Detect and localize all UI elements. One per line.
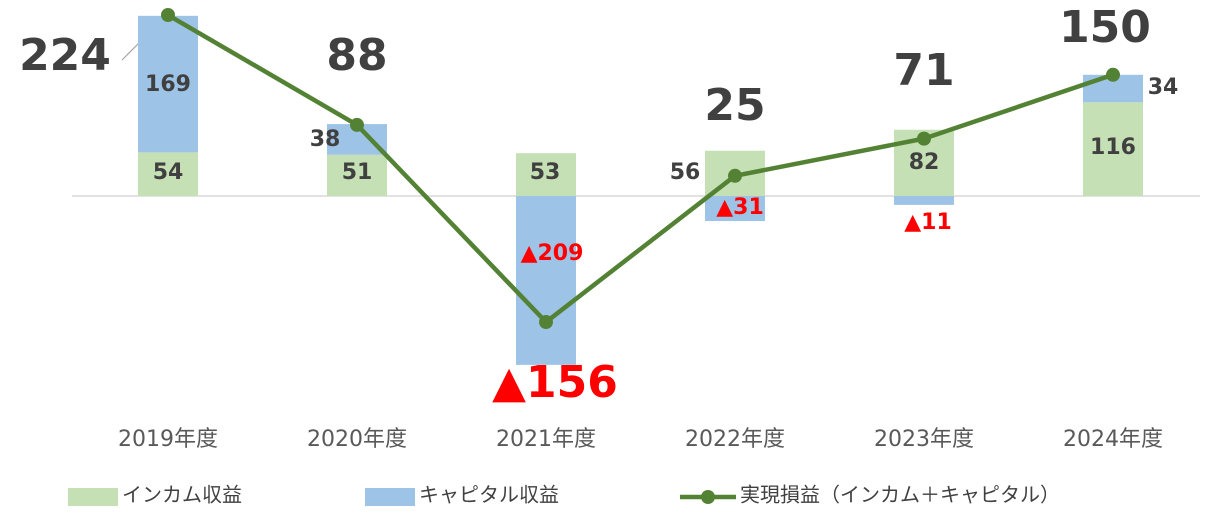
data-label: 56 [670,160,701,185]
data-label: 54 [153,160,184,185]
legend-label: キャピタル収益 [419,483,559,507]
data-label: ▲209 [521,241,584,266]
line-point [539,315,553,330]
line-point [917,131,931,146]
x-tick-label: 2023年度 [874,427,974,452]
data-label: 53 [530,160,561,185]
data-label: 34 [1148,75,1179,100]
legend-label: インカム収益 [122,483,242,507]
legend-swatch [365,488,415,506]
data-label: ▲31 [716,195,764,220]
bar [516,153,576,196]
legend-swatch [68,488,118,506]
data-label: 51 [342,160,373,185]
x-tick-label: 2021年度 [496,427,596,452]
bar [894,196,954,205]
bar [1083,102,1143,196]
data-label: 82 [909,150,940,175]
line-point [728,168,742,183]
bar [705,196,765,222]
x-tick-label: 2022年度 [685,427,785,452]
data-label: 169 [145,72,191,97]
legend-swatch [701,490,715,504]
bar [138,15,198,153]
total-label: 150 [1059,2,1151,53]
line [166,13,1114,325]
data-label: 116 [1090,135,1136,160]
bar [516,196,576,365]
line-point [1106,67,1120,82]
line-point [350,117,364,132]
total-label: 224 [19,30,111,81]
x-tick-label: 2020年度 [307,427,407,452]
total-label: 88 [326,30,387,81]
bar [327,154,387,196]
line-point [161,8,175,23]
data-label: ▲11 [904,210,952,235]
x-tick-label: 2019年度 [118,427,218,452]
x-tick-label: 2024年度 [1063,427,1163,452]
total-label: 25 [704,80,765,131]
bar [138,152,198,196]
total-label: 71 [893,45,954,96]
total-label: ▲156 [492,357,618,408]
data-label: 38 [310,127,341,152]
legend-label: 実現損益（インカム＋キャピタル） [740,483,1060,507]
